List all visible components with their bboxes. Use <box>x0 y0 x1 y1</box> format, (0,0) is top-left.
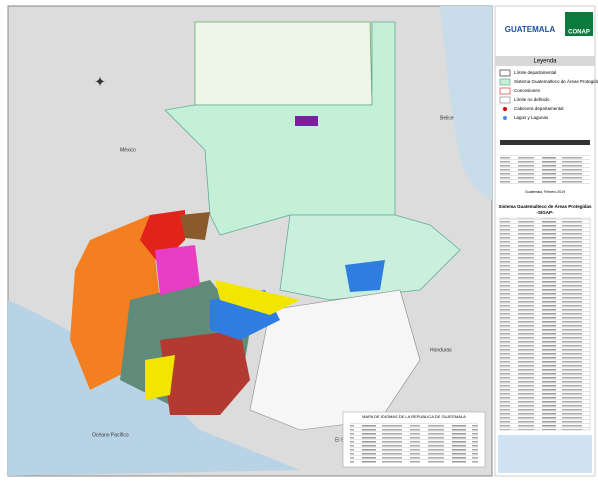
label: Honduras <box>430 347 452 353</box>
date: Guatemala, Febrero 2019 <box>525 190 565 194</box>
legend-label: Lagos y Lagunas <box>514 115 549 120</box>
region-brown-2 <box>180 212 210 240</box>
conap-logo <box>565 12 593 36</box>
region-yellow-2 <box>145 355 175 400</box>
legend-symbol <box>499 87 511 95</box>
inset-table <box>350 423 478 463</box>
inset-title: MAPA DE IDIOMAS DE LA REPUBLICA DE GUATE… <box>362 414 466 419</box>
region-yellow <box>215 280 300 315</box>
locator-map <box>498 435 592 473</box>
label: Belice <box>440 115 454 121</box>
legend-header <box>495 56 595 66</box>
label: Océano Pacífico <box>92 432 129 438</box>
logo: GUATEMALA <box>505 25 556 34</box>
info-block <box>500 155 590 185</box>
region-pink <box>155 245 200 295</box>
table-subtitle: -SIGAP- <box>536 210 554 215</box>
org: CONAP <box>568 30 590 36</box>
legend-symbol <box>499 78 511 86</box>
legend: Límite departamental Sistema Guatemalteco… <box>499 69 598 120</box>
sigap-table <box>499 217 591 431</box>
legend-symbol <box>503 116 507 120</box>
legend-label: Cabecera departamental <box>514 106 564 111</box>
lake-peten <box>295 116 318 126</box>
scale-bar <box>500 140 590 145</box>
label: México <box>120 147 136 153</box>
izabal <box>279 214 461 301</box>
legend-label: Límite departamental <box>514 70 556 75</box>
legend-symbol <box>503 107 507 111</box>
caribbean <box>440 6 492 200</box>
concessions <box>194 21 373 106</box>
region-brown <box>160 330 250 415</box>
compass: ✦ <box>94 74 106 90</box>
region-blue-2 <box>345 260 385 292</box>
legend-label: Sistema Guatemalteco de Áreas Protegidas <box>514 78 598 84</box>
legend-symbol <box>499 96 511 104</box>
table-title: Sistema Guatemalteco de Áreas Protegidas <box>498 203 592 209</box>
legend-symbol <box>499 69 511 77</box>
legend-label: Concesiones <box>514 88 541 93</box>
legend-label: Límite no definido <box>514 97 550 102</box>
legend-title: Leyenda <box>533 59 557 65</box>
